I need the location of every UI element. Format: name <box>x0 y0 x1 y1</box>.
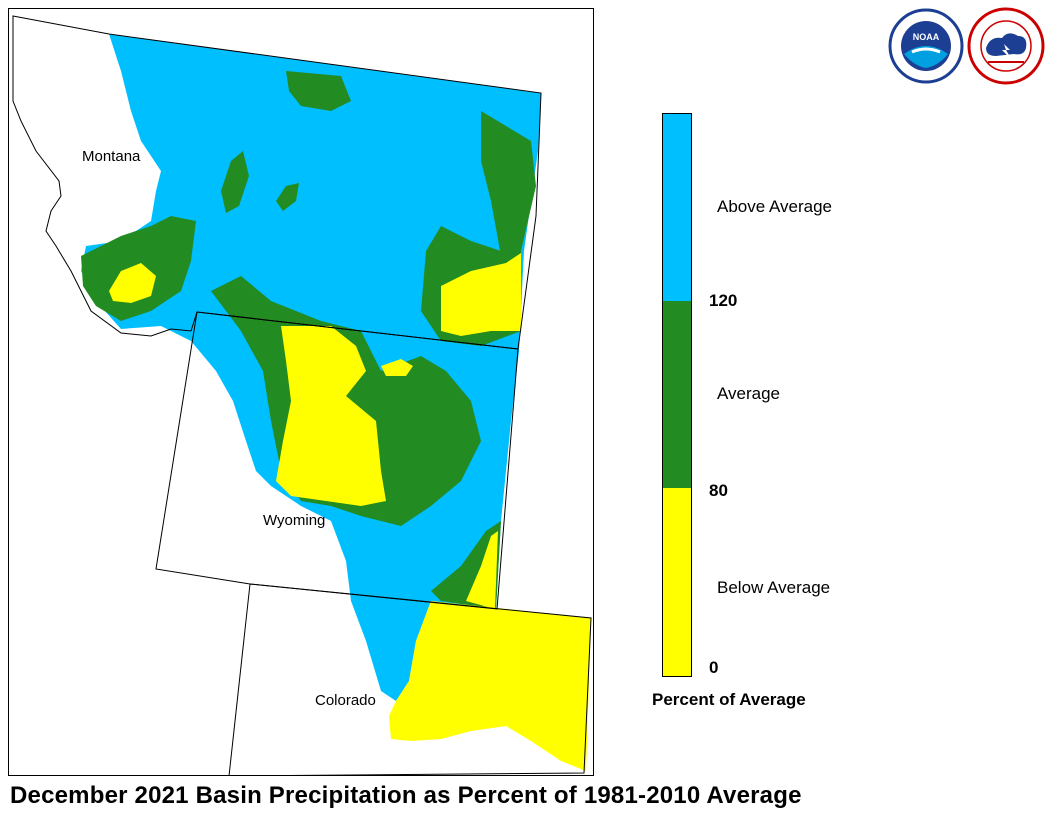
average-region-north <box>286 71 351 111</box>
nws-logo <box>966 6 1046 91</box>
average-spot-2 <box>276 183 299 211</box>
map-panel: Montana Wyoming Colorado <box>8 8 594 776</box>
legend-label-below: Below Average <box>717 578 831 597</box>
colorado-label: Colorado <box>315 692 376 709</box>
below-average-region-south <box>466 531 498 609</box>
montana-boundary <box>12 15 542 350</box>
average-region-northeast <box>481 111 536 256</box>
legend-label-average: Average <box>717 384 781 403</box>
legend-tick-120: 120 <box>709 291 738 310</box>
legend-label-above: Above Average <box>717 197 832 216</box>
below-average-region-west <box>109 263 156 303</box>
noaa-logo: NOAA <box>888 8 964 89</box>
state-boundaries <box>12 15 592 775</box>
legend-color-bar <box>662 113 692 677</box>
wyoming-label: Wyoming <box>263 512 326 529</box>
basin-map <box>12 15 592 775</box>
legend-swatch-average <box>663 301 691 488</box>
legend-tick-80: 80 <box>709 481 728 500</box>
below-average-region-colorado <box>389 601 591 771</box>
montana-label: Montana <box>82 148 141 165</box>
legend-swatch-above <box>663 114 691 301</box>
svg-text:NOAA: NOAA <box>913 32 940 42</box>
page-title: December 2021 Basin Precipitation as Per… <box>10 782 802 809</box>
below-average-spot <box>381 359 413 376</box>
legend-title: Percent of Average <box>652 690 806 709</box>
below-average-region-east <box>441 253 521 336</box>
below-average-region-central <box>276 326 386 506</box>
legend-swatch-below <box>663 488 691 676</box>
colorado-boundary <box>228 583 592 775</box>
average-spot-1 <box>221 151 249 213</box>
legend-tick-0: 0 <box>709 658 719 677</box>
